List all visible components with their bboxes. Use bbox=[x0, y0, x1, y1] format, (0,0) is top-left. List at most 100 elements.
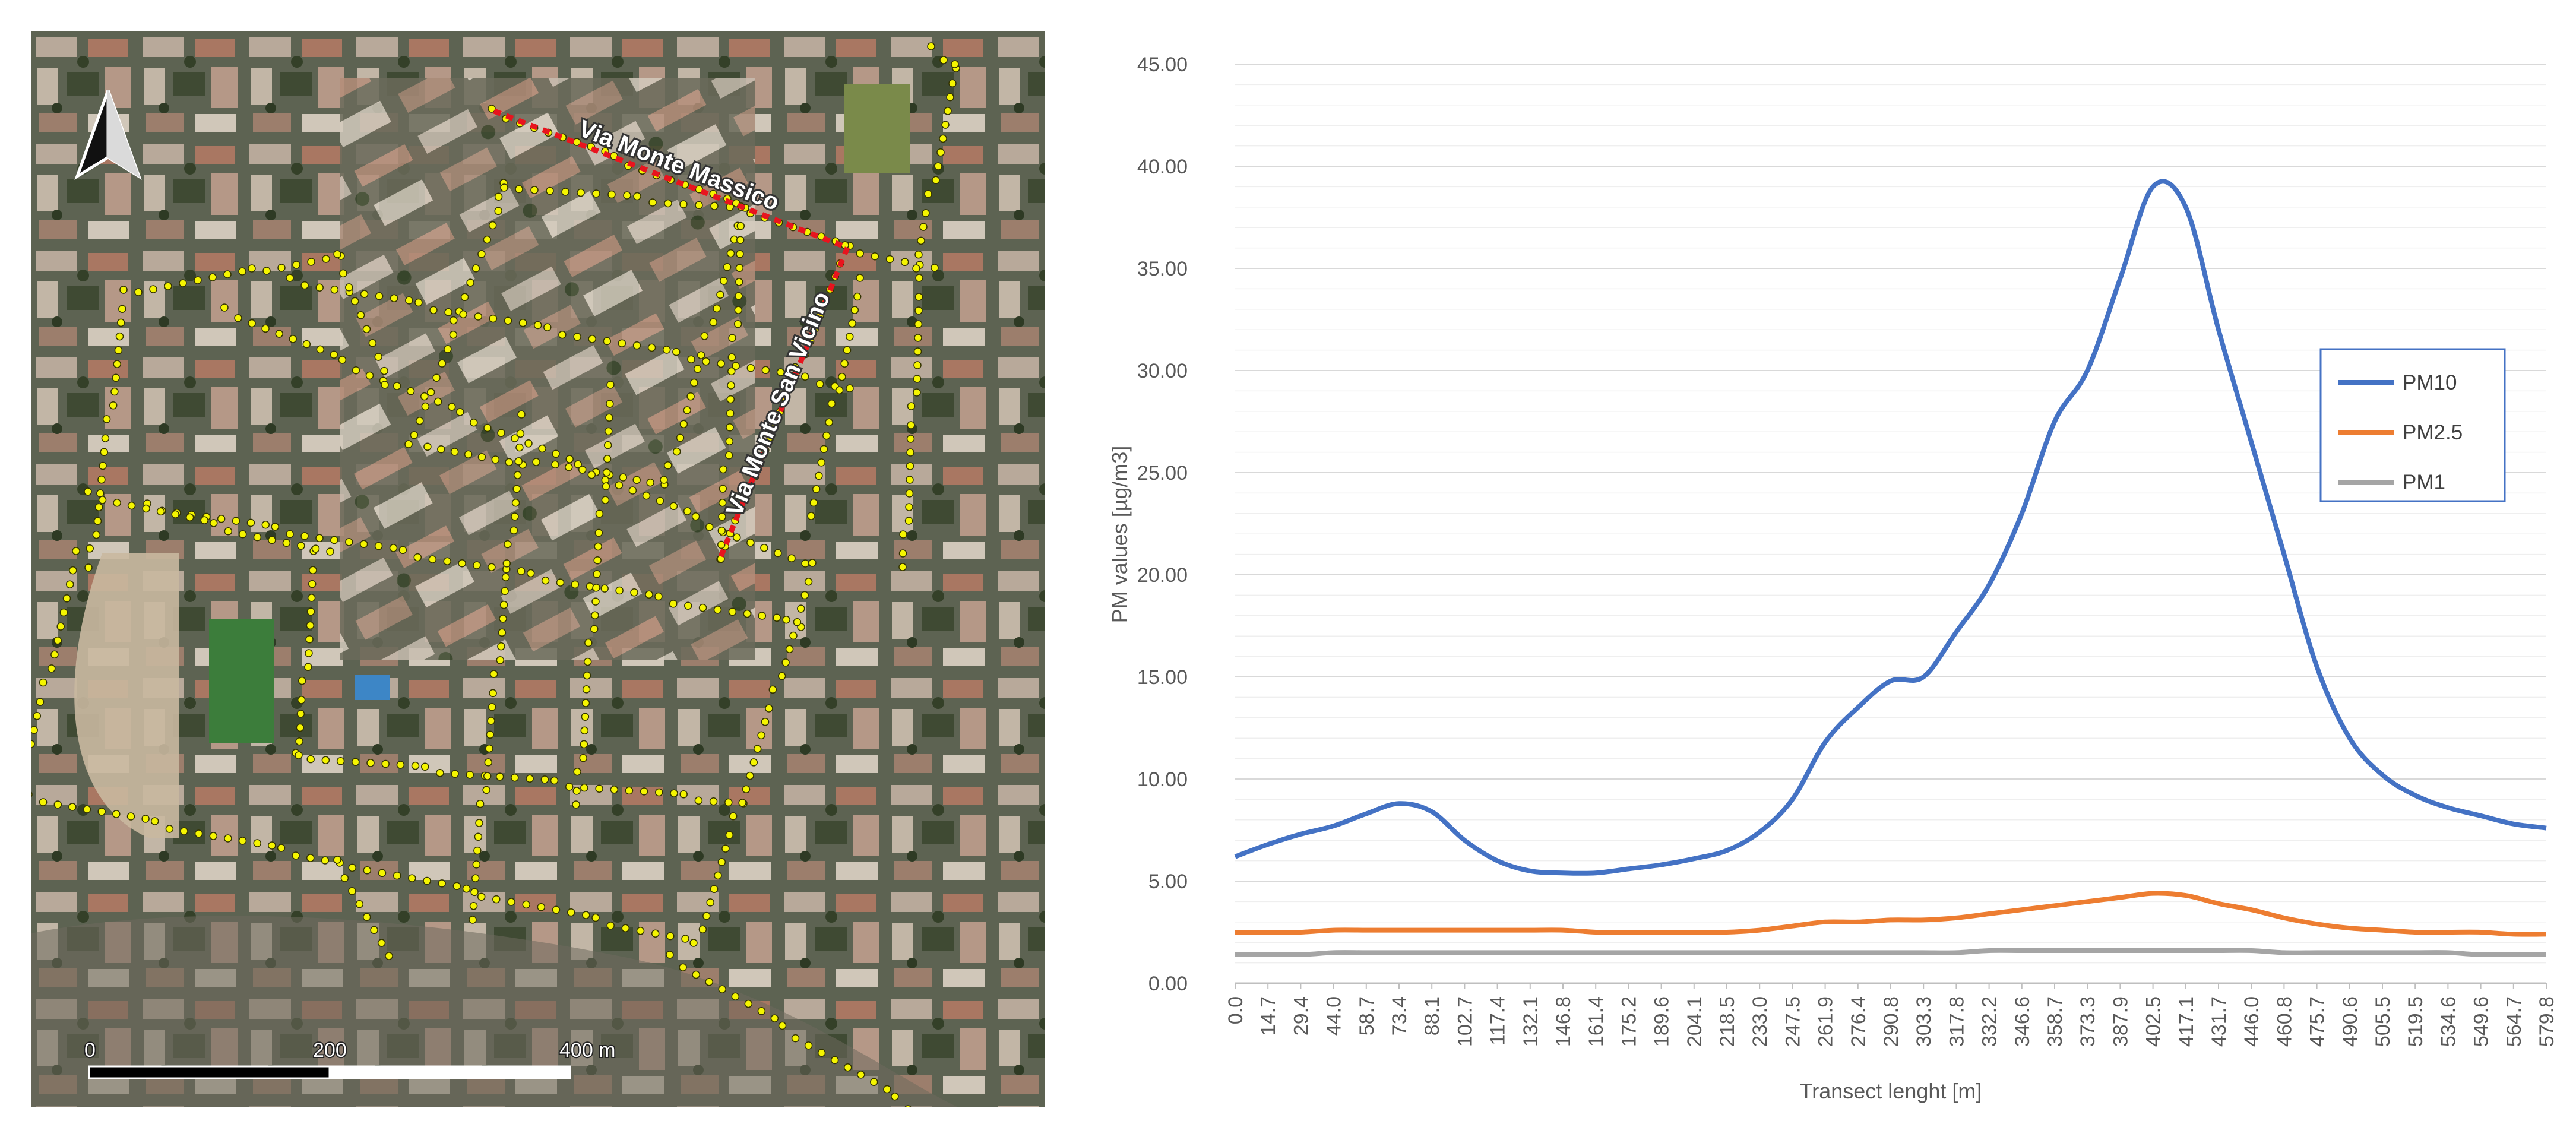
track-point bbox=[761, 366, 770, 375]
track-point bbox=[414, 298, 423, 307]
track-point bbox=[516, 429, 525, 438]
track-point bbox=[588, 335, 596, 343]
track-point bbox=[239, 530, 247, 539]
track-point bbox=[56, 622, 65, 631]
track-point bbox=[489, 670, 498, 678]
track-point bbox=[308, 580, 317, 588]
track-point bbox=[315, 534, 324, 542]
track-point bbox=[651, 929, 660, 938]
track-point bbox=[801, 559, 809, 568]
track-point bbox=[891, 1092, 899, 1101]
track-point bbox=[731, 992, 740, 1001]
track-point bbox=[305, 635, 314, 644]
legend-label: PM1 bbox=[2403, 471, 2445, 494]
track-point bbox=[333, 856, 341, 864]
track-point bbox=[804, 1041, 813, 1050]
track-point bbox=[582, 911, 590, 919]
track-point bbox=[296, 723, 305, 732]
track-point bbox=[697, 351, 705, 359]
track-point bbox=[848, 319, 856, 328]
track-point bbox=[248, 319, 256, 328]
track-point bbox=[586, 582, 594, 591]
track-point bbox=[238, 267, 246, 276]
track-point bbox=[541, 576, 550, 585]
track-point bbox=[501, 587, 509, 596]
track-point bbox=[914, 306, 923, 315]
track-point bbox=[100, 448, 109, 457]
track-point bbox=[483, 772, 492, 780]
track-point bbox=[773, 613, 781, 622]
track-point bbox=[640, 787, 648, 796]
track-point bbox=[592, 189, 600, 198]
track-point bbox=[664, 461, 672, 470]
track-point bbox=[581, 713, 590, 721]
x-tick-label: 233.0 bbox=[1749, 996, 1771, 1047]
track-point bbox=[595, 784, 603, 793]
track-point bbox=[698, 925, 707, 934]
track-point bbox=[330, 536, 338, 544]
track-point bbox=[113, 360, 121, 368]
track-point bbox=[552, 449, 560, 458]
track-point bbox=[300, 281, 309, 290]
track-point bbox=[607, 190, 616, 199]
track-point bbox=[581, 699, 590, 707]
track-point bbox=[389, 544, 398, 552]
track-point bbox=[898, 549, 907, 558]
track-point bbox=[782, 615, 790, 624]
track-point bbox=[438, 879, 446, 888]
track-point bbox=[735, 278, 743, 286]
x-tick-label: 346.6 bbox=[2011, 996, 2034, 1047]
y-tick-label: 40.00 bbox=[1137, 156, 1188, 178]
track-point bbox=[220, 303, 229, 312]
track-point bbox=[448, 403, 456, 411]
track-point bbox=[321, 856, 330, 865]
track-point bbox=[114, 346, 123, 354]
track-point bbox=[246, 518, 255, 527]
legend-label: PM10 bbox=[2403, 371, 2457, 394]
track-point bbox=[261, 324, 270, 333]
track-point bbox=[112, 810, 121, 818]
track-point bbox=[96, 489, 105, 498]
x-tick-label: 549.6 bbox=[2470, 996, 2493, 1047]
track-point bbox=[594, 528, 603, 537]
track-point bbox=[194, 829, 203, 838]
track-point bbox=[870, 1078, 878, 1086]
track-point bbox=[683, 601, 692, 610]
track-point bbox=[843, 346, 852, 354]
track-point bbox=[724, 798, 733, 807]
track-point bbox=[778, 1021, 787, 1030]
series-line-pm1 bbox=[1235, 948, 2546, 958]
track-point bbox=[732, 362, 740, 370]
track-point bbox=[654, 592, 663, 601]
track-point bbox=[582, 685, 591, 694]
track-point bbox=[728, 607, 737, 616]
track-point bbox=[580, 726, 589, 735]
track-point bbox=[744, 999, 753, 1008]
track-point bbox=[31, 726, 38, 734]
track-point bbox=[511, 434, 519, 442]
track-point bbox=[723, 263, 732, 271]
track-point bbox=[127, 501, 136, 510]
x-tick-label: 564.7 bbox=[2503, 996, 2526, 1047]
track-point bbox=[350, 297, 359, 306]
track-point bbox=[693, 365, 702, 373]
track-point bbox=[504, 540, 512, 549]
x-tick-label: 358.7 bbox=[2044, 996, 2067, 1047]
x-tick-label: 102.7 bbox=[1454, 996, 1476, 1047]
track-point bbox=[411, 761, 420, 770]
track-point bbox=[601, 496, 610, 504]
track-point bbox=[348, 863, 356, 872]
track-point bbox=[615, 481, 624, 489]
x-tick-label: 387.9 bbox=[2109, 996, 2132, 1047]
track-point bbox=[378, 869, 387, 878]
track-point bbox=[410, 431, 419, 439]
track-point bbox=[330, 286, 339, 294]
track-point bbox=[856, 249, 864, 258]
north-arrow-icon bbox=[74, 90, 142, 180]
track-point bbox=[306, 755, 315, 764]
track-point bbox=[413, 553, 422, 562]
x-tick-label: 505.5 bbox=[2372, 996, 2394, 1047]
track-point bbox=[142, 504, 150, 513]
track-point bbox=[591, 597, 600, 606]
track-point bbox=[208, 273, 217, 281]
